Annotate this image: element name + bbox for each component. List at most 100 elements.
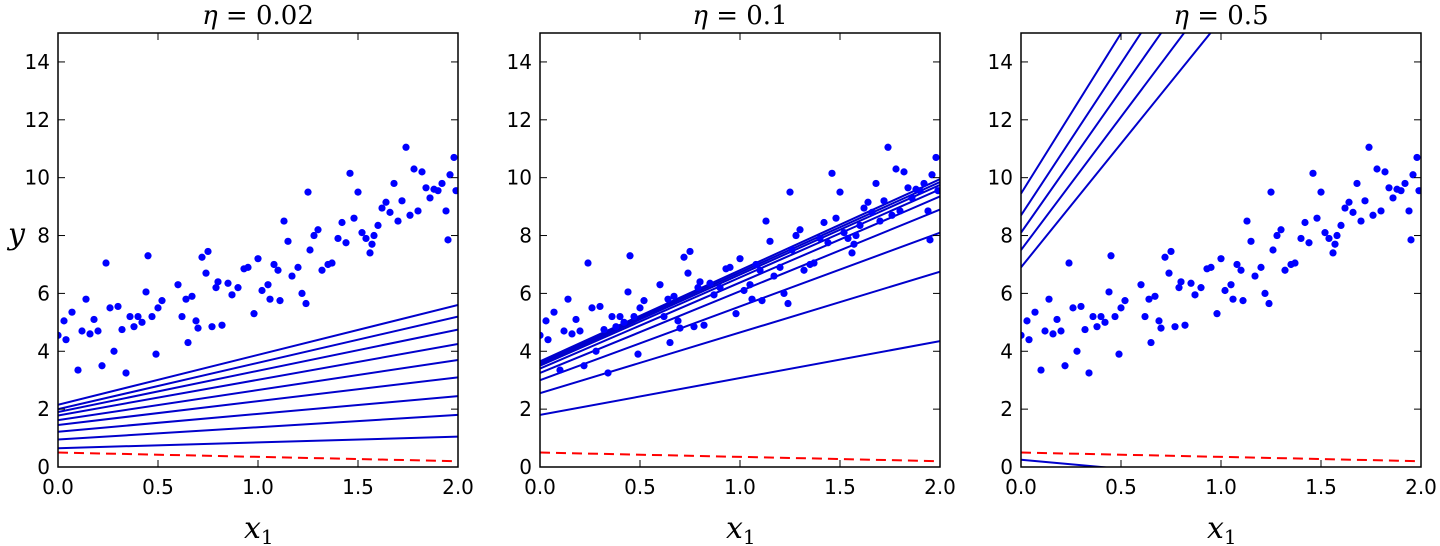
- data-point: [758, 297, 766, 305]
- y-tick-label: 8: [1000, 224, 1013, 248]
- data-point: [904, 184, 912, 192]
- y-tick-label: 12: [507, 108, 532, 132]
- prediction-line: [58, 358, 458, 422]
- data-point: [752, 260, 760, 269]
- data-point: [840, 229, 848, 237]
- data-point: [370, 231, 378, 240]
- data-point: [1345, 198, 1353, 206]
- data-point: [696, 278, 704, 286]
- data-point: [1073, 347, 1081, 355]
- data-point: [144, 252, 152, 260]
- data-point: [452, 187, 458, 195]
- y-tick-label: 4: [37, 339, 50, 363]
- data-point: [1157, 324, 1165, 332]
- data-point: [86, 330, 94, 338]
- y-tick-label: 6: [37, 281, 50, 305]
- chart-title: η = 0.1: [692, 1, 787, 31]
- data-point: [358, 229, 366, 237]
- data-point: [1023, 317, 1031, 325]
- data-point: [732, 310, 740, 318]
- data-point: [1369, 211, 1377, 219]
- data-point: [302, 299, 310, 308]
- x-tick-label: 0.5: [142, 475, 174, 499]
- y-tick-label: 14: [25, 50, 50, 74]
- data-point: [74, 366, 82, 374]
- data-point: [592, 347, 600, 355]
- data-point: [398, 197, 406, 205]
- data-point: [1171, 323, 1179, 331]
- x-axis-label-main: x: [726, 511, 743, 546]
- y-tick-label: 14: [507, 50, 532, 74]
- data-point: [288, 272, 296, 280]
- data-point: [572, 315, 580, 324]
- data-point: [924, 207, 932, 215]
- data-point: [68, 308, 76, 316]
- data-point: [640, 297, 648, 305]
- data-point: [328, 259, 336, 267]
- data-point: [446, 171, 454, 179]
- data-point: [106, 304, 114, 312]
- data-point: [1233, 260, 1241, 269]
- data-point: [844, 234, 852, 243]
- data-point: [158, 297, 166, 305]
- data-point: [690, 323, 698, 331]
- x-axis-label: x1: [726, 511, 756, 546]
- y-tick-label: 2: [519, 397, 532, 421]
- data-point: [748, 295, 756, 303]
- data-point: [1301, 218, 1309, 227]
- data-point: [152, 350, 160, 358]
- prediction-line: [540, 340, 940, 416]
- y-tick-label: 6: [519, 281, 532, 305]
- prediction-line: [58, 304, 458, 406]
- data-point: [142, 288, 150, 296]
- data-point: [694, 284, 702, 292]
- y-tick-label: 2: [1000, 397, 1013, 421]
- data-point: [1115, 350, 1123, 358]
- data-point: [680, 253, 688, 261]
- data-point: [1277, 226, 1285, 234]
- data-point: [544, 336, 552, 344]
- data-point: [600, 325, 608, 334]
- y-tick-label: 8: [519, 224, 532, 248]
- data-point: [1261, 289, 1269, 297]
- data-point: [716, 284, 724, 292]
- data-point: [1217, 255, 1225, 263]
- data-point: [762, 217, 770, 225]
- data-point: [576, 327, 584, 335]
- data-point: [1333, 231, 1341, 240]
- data-point: [1085, 369, 1093, 377]
- data-point: [1191, 291, 1199, 299]
- data-point: [636, 304, 644, 312]
- data-point: [1389, 194, 1397, 202]
- prediction-line: [58, 435, 458, 450]
- data-point: [310, 231, 318, 240]
- data-point: [244, 263, 252, 271]
- data-point: [684, 269, 692, 277]
- data-point: [314, 226, 322, 234]
- data-point: [1187, 279, 1195, 287]
- x-axis-label-subscript: 1: [261, 525, 274, 546]
- prediction-line: [58, 328, 458, 414]
- y-tick-label: 8: [37, 224, 50, 248]
- data-point: [706, 279, 714, 287]
- data-point: [386, 208, 394, 216]
- data-point: [1021, 331, 1025, 339]
- x-axis-label: x1: [244, 511, 274, 546]
- data-point: [184, 338, 192, 347]
- data-point: [1409, 171, 1417, 179]
- data-point: [612, 323, 620, 331]
- data-point: [1337, 221, 1345, 230]
- data-point: [848, 249, 856, 257]
- data-point: [852, 231, 860, 240]
- data-point: [1247, 237, 1255, 245]
- data-point: [234, 284, 242, 292]
- y-axis-label: y: [6, 217, 26, 252]
- data-point: [438, 179, 446, 188]
- data-point: [1197, 284, 1205, 292]
- data-point: [920, 179, 928, 188]
- data-point: [402, 143, 410, 151]
- data-point: [202, 269, 210, 277]
- data-point: [118, 325, 126, 334]
- data-point: [1325, 234, 1333, 243]
- data-point: [666, 338, 674, 347]
